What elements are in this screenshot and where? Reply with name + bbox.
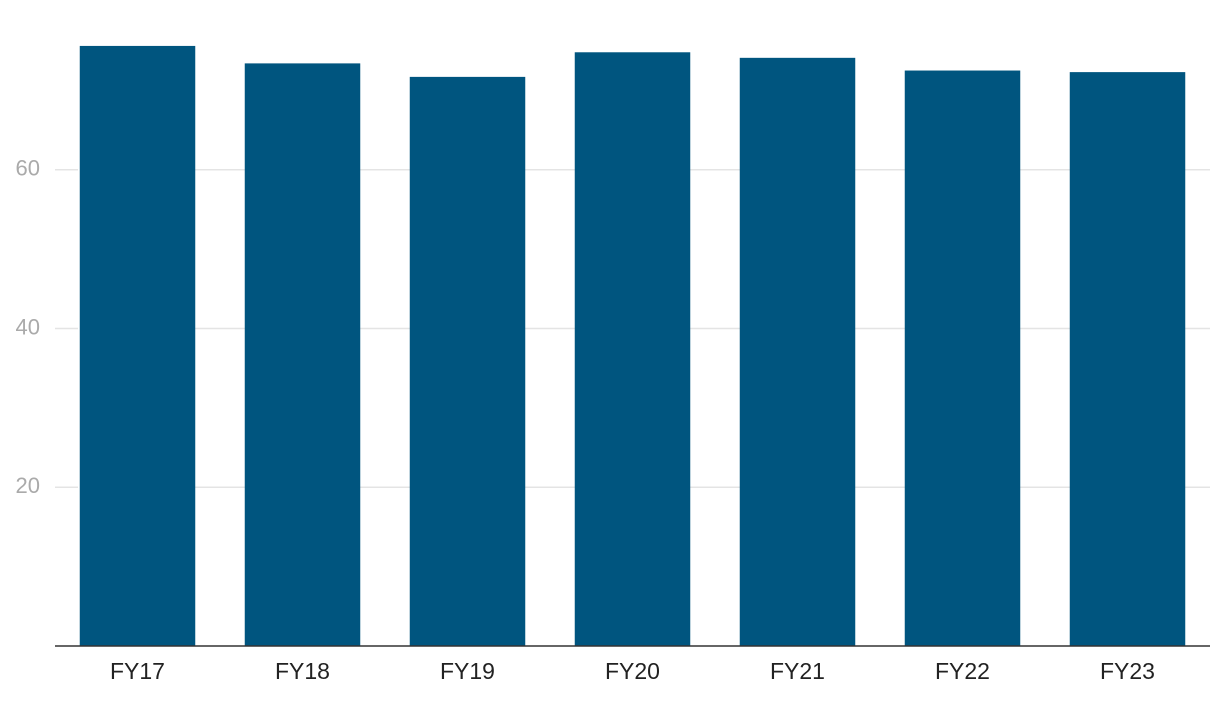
y-tick-label: 60 bbox=[16, 156, 40, 181]
x-tick-label: FY18 bbox=[275, 658, 330, 684]
x-tick-label: FY17 bbox=[110, 658, 165, 684]
bar bbox=[739, 57, 856, 647]
bar bbox=[79, 45, 196, 647]
bar bbox=[904, 70, 1021, 646]
bar bbox=[409, 76, 526, 647]
y-tick-label: 40 bbox=[16, 314, 40, 339]
bar bbox=[244, 63, 361, 646]
y-tick-label: 20 bbox=[16, 473, 40, 498]
x-tick-label: FY23 bbox=[1100, 658, 1155, 684]
x-tick-label: FY20 bbox=[605, 658, 660, 684]
bar bbox=[574, 52, 691, 646]
x-tick-label: FY19 bbox=[440, 658, 495, 684]
x-tick-label: FY22 bbox=[935, 658, 990, 684]
bar bbox=[1069, 72, 1186, 646]
x-tick-label: FY21 bbox=[770, 658, 825, 684]
